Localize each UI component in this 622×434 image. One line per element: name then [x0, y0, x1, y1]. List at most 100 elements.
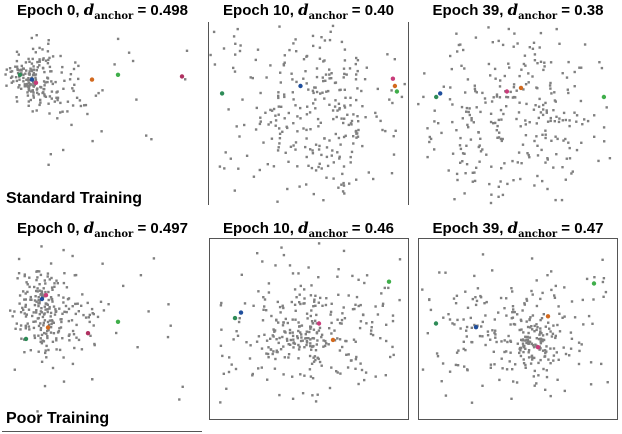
data-point [74, 61, 77, 64]
anchor-point [115, 319, 121, 324]
data-point [73, 274, 76, 277]
data-point [512, 308, 515, 311]
data-point [302, 302, 305, 305]
data-point [24, 72, 27, 75]
data-point [298, 301, 301, 304]
data-point [37, 324, 41, 328]
data-point [371, 333, 375, 337]
data-point [47, 323, 51, 327]
data-point [453, 323, 456, 326]
data-point [269, 121, 273, 124]
data-point [41, 315, 45, 319]
data-point [283, 95, 286, 99]
data-point [331, 109, 335, 112]
data-point [564, 352, 568, 356]
data-point [531, 47, 535, 50]
data-point [459, 327, 462, 330]
data-point [522, 331, 525, 334]
data-point [22, 67, 25, 70]
data-point [249, 76, 252, 79]
data-point [512, 380, 515, 383]
data-point [284, 151, 287, 154]
data-point [36, 66, 39, 69]
data-point [426, 332, 429, 335]
data-point [525, 102, 528, 106]
data-point [354, 303, 357, 306]
data-point [39, 101, 42, 104]
data-point [51, 340, 55, 343]
data-point [539, 347, 542, 350]
data-point [315, 90, 319, 94]
data-point [451, 120, 454, 124]
data-point [305, 128, 308, 132]
data-point [49, 262, 53, 265]
data-point [538, 333, 541, 336]
data-point [517, 151, 521, 154]
data-point [506, 96, 510, 99]
data-point [33, 285, 36, 289]
data-point [289, 343, 292, 346]
data-point [545, 111, 548, 114]
epoch-label: Epoch 0, [17, 2, 84, 19]
data-point [46, 272, 50, 275]
data-point [51, 82, 54, 86]
data-point [545, 345, 548, 348]
data-point [38, 313, 41, 316]
data-point [322, 60, 325, 63]
data-point [324, 303, 328, 307]
data-point [477, 145, 480, 149]
data-point [538, 348, 541, 351]
data-point [42, 313, 46, 316]
data-point [69, 73, 73, 76]
anchor-point [33, 80, 39, 85]
data-point [48, 112, 51, 115]
data-point [63, 79, 66, 82]
data-point [37, 302, 40, 305]
data-point [562, 139, 565, 142]
data-point [43, 331, 46, 335]
data-point [282, 373, 285, 376]
data-point [333, 105, 337, 108]
data-point [287, 356, 290, 359]
data-point [374, 111, 377, 115]
data-point [19, 311, 23, 314]
data-point [476, 287, 480, 290]
data-point [221, 354, 224, 358]
data-point [555, 115, 558, 118]
data-point [251, 76, 254, 80]
data-point [296, 335, 299, 338]
data-point [527, 81, 530, 84]
epoch-label: Epoch 39, [432, 220, 508, 237]
data-point [322, 339, 325, 342]
data-point [25, 281, 28, 284]
data-point [580, 66, 583, 69]
data-point [472, 121, 475, 124]
data-point [505, 314, 508, 317]
data-point [524, 64, 527, 67]
data-point [484, 314, 487, 317]
data-point [492, 350, 495, 353]
data-point [583, 43, 587, 46]
data-point [230, 363, 233, 366]
data-point [500, 139, 503, 143]
data-point [579, 99, 583, 103]
data-point [523, 54, 527, 57]
data-point [27, 85, 31, 88]
data-point [62, 380, 66, 383]
data-point [370, 326, 373, 329]
data-point [539, 111, 543, 114]
data-point [265, 76, 268, 79]
data-point [35, 309, 38, 312]
data-point [597, 159, 600, 163]
data-point [471, 180, 474, 183]
data-point [564, 118, 567, 122]
data-point [282, 345, 285, 348]
data-point [101, 262, 104, 265]
data-point [462, 318, 465, 321]
data-point [316, 393, 319, 396]
data-point [39, 310, 43, 313]
data-point [338, 157, 341, 160]
data-point [577, 362, 581, 366]
data-point [15, 65, 19, 68]
data-point [39, 98, 42, 102]
